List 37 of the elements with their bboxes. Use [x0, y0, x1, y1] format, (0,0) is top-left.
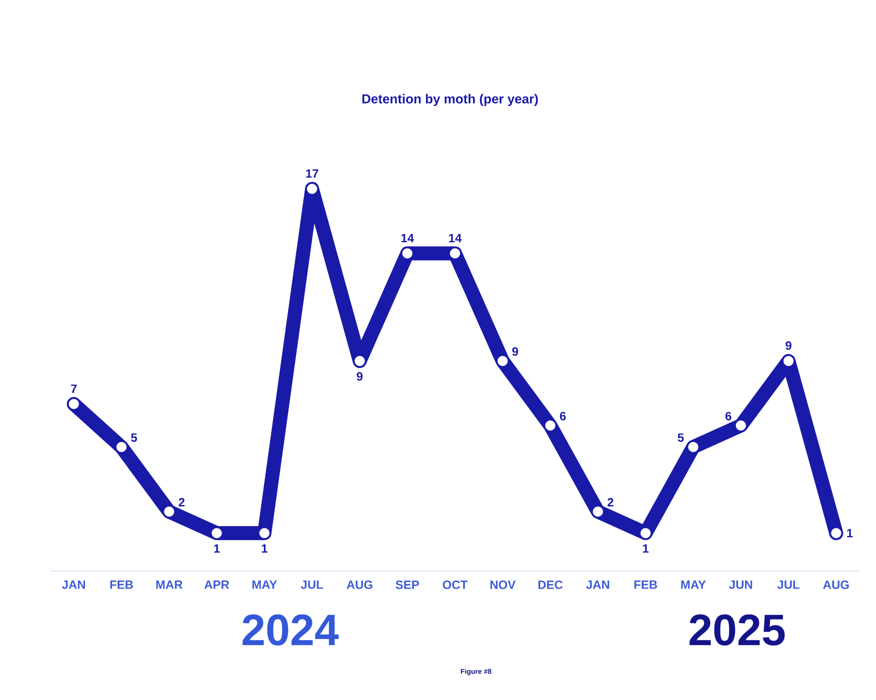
data-label: 5 [131, 433, 138, 442]
x-tick-label: MAY [681, 580, 706, 589]
data-label: 17 [306, 169, 318, 178]
x-tick-label: JUN [729, 580, 752, 589]
data-label: 14 [449, 234, 462, 242]
chart-title: Detention by moth (per year) [362, 94, 538, 106]
x-tick-label: MAY [252, 580, 278, 589]
data-label: 1 [847, 528, 853, 538]
text: 2024 [242, 614, 339, 646]
x-tick-label: OCT [442, 580, 468, 590]
x-tick-label: JAN [586, 580, 610, 589]
x-tick-label: JUL [777, 580, 800, 589]
data-label: 2 [178, 498, 185, 506]
data-label: 9 [786, 341, 792, 350]
data-label: 14 [401, 234, 414, 242]
x-tick-label: JAN [62, 580, 86, 589]
x-tick-label: FEB [634, 580, 658, 589]
x-tick-label: AUG [346, 580, 372, 590]
data-label: 9 [356, 372, 363, 381]
x-tick-label: APR [204, 580, 230, 589]
data-label: 2 [608, 498, 614, 506]
x-tick-label: DEC [538, 580, 563, 590]
data-label: 6 [560, 412, 566, 420]
x-tick-label: MAR [156, 580, 183, 589]
x-tick-label: FEB [110, 580, 133, 589]
data-label: 1 [262, 544, 268, 553]
data-label: 1 [214, 544, 220, 553]
x-tick-label: AUG [823, 580, 849, 590]
x-tick-label: SEP [396, 580, 419, 590]
x-tick-label: NOV [490, 580, 516, 590]
data-label: 1 [643, 544, 649, 553]
data-label: 7 [71, 384, 77, 393]
data-label: 9 [512, 347, 518, 356]
text: 2025 [690, 614, 785, 646]
x-tick-label: JUL [300, 580, 324, 589]
data-label: 6 [725, 412, 732, 420]
data-label: 5 [678, 433, 684, 442]
